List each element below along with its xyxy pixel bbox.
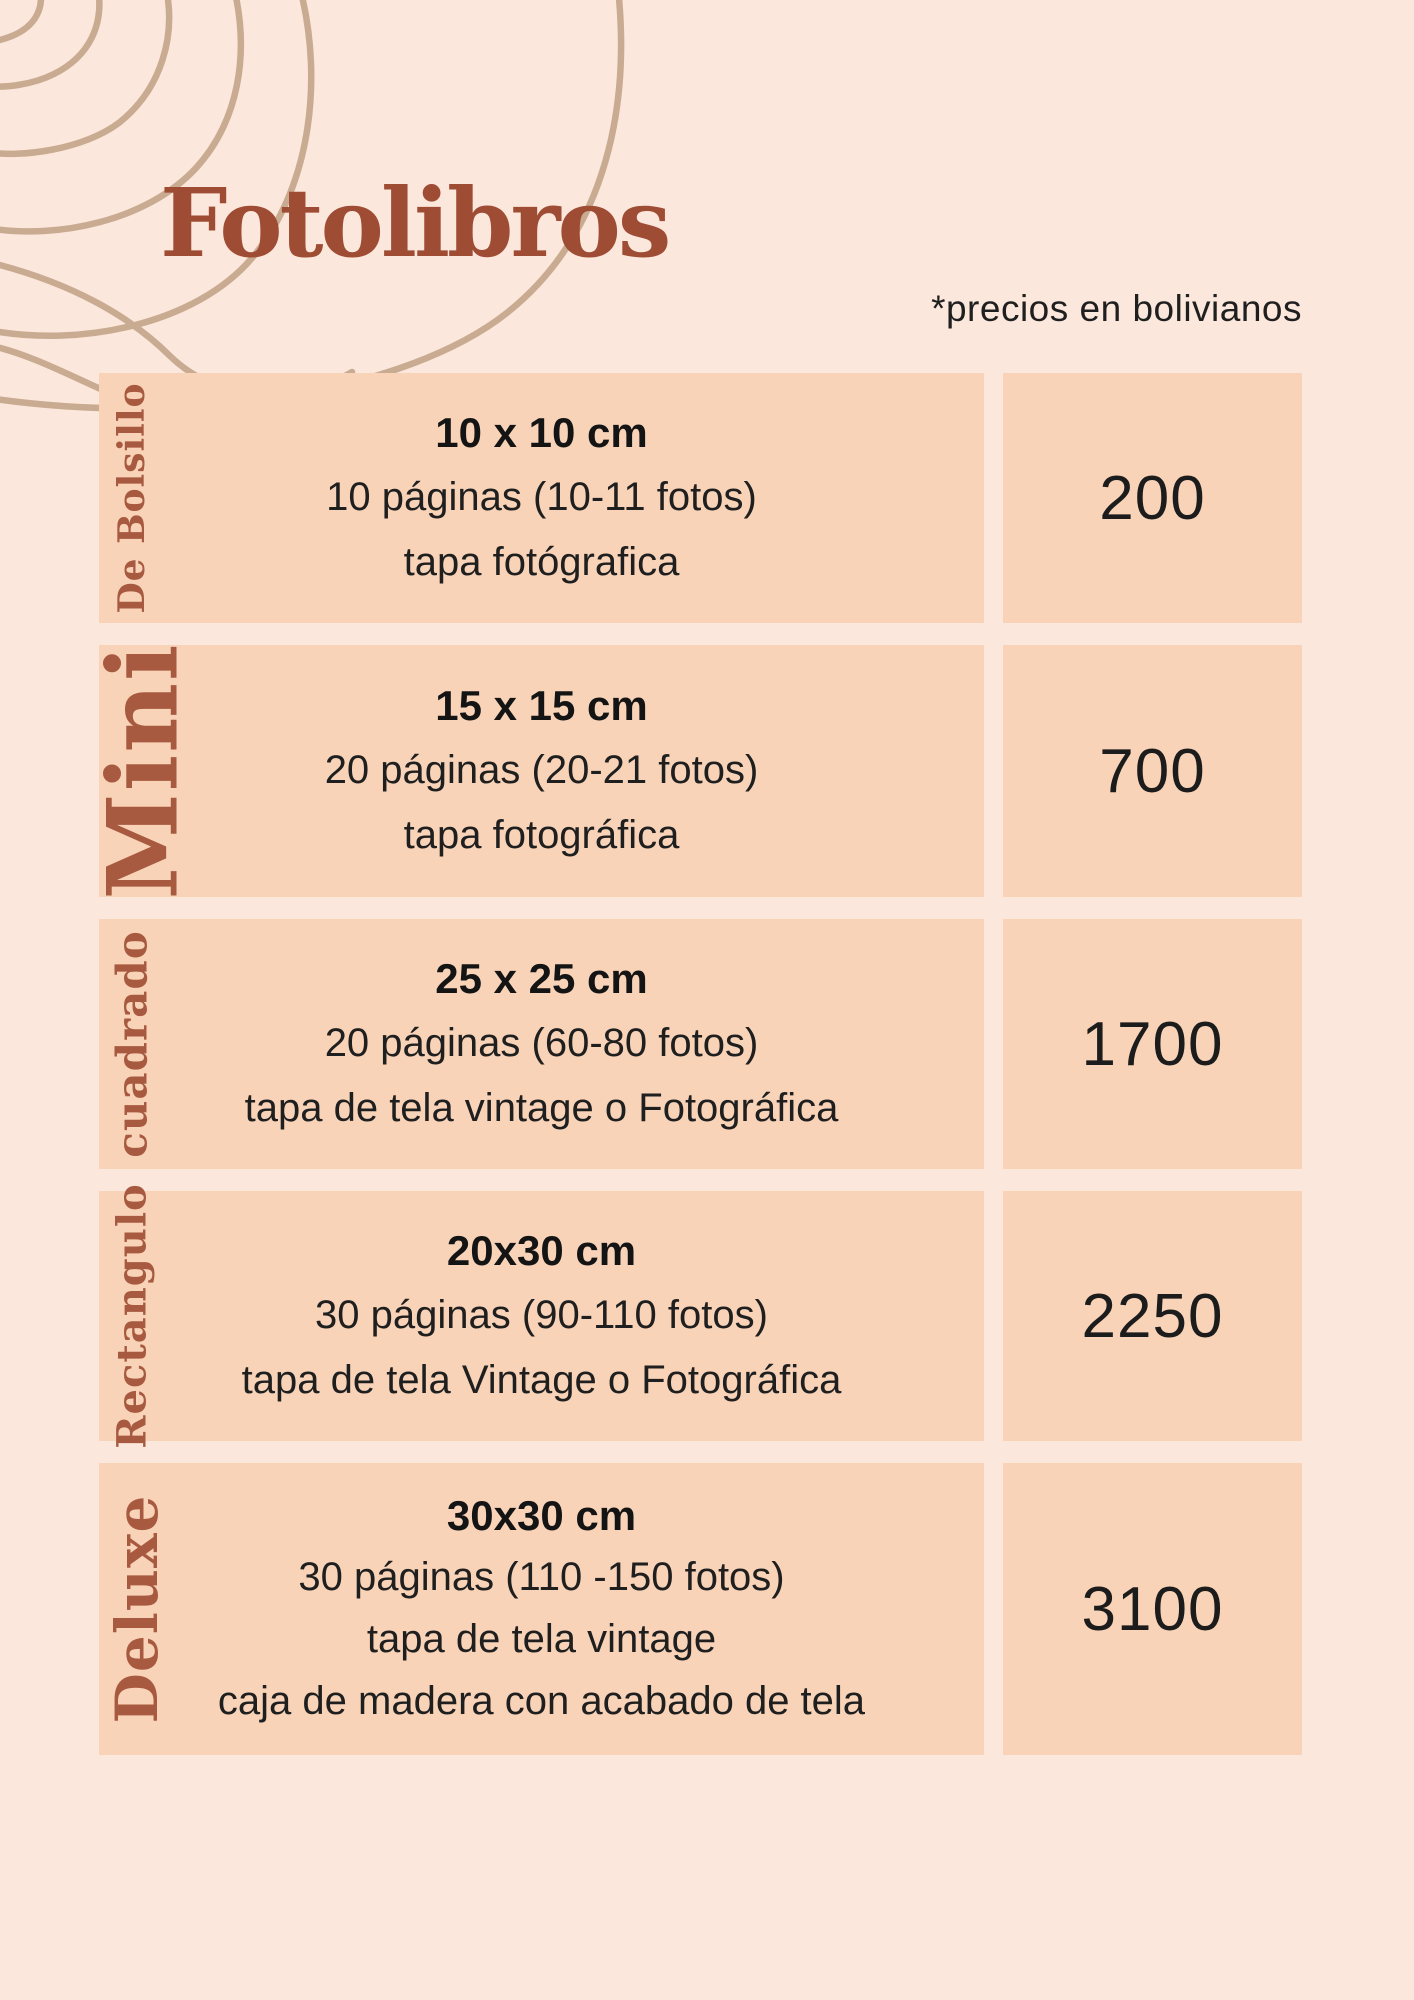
price-box: 1700 — [1003, 919, 1302, 1169]
table-row-deluxe: Deluxe 30x30 cm 30 páginas (110 -150 fot… — [99, 1463, 1302, 1755]
page-title: Fotolibros — [160, 168, 671, 279]
price-value: 200 — [1099, 463, 1206, 533]
product-detail-line: tapa de tela vintage o Fotográfica — [244, 1086, 839, 1130]
product-size: 25 x 25 cm — [435, 955, 648, 1002]
product-detail-line: tapa de tela vintage — [366, 1617, 717, 1661]
product-size: 10 x 10 cm — [435, 409, 648, 456]
product-box: De Bolsillo 10 x 10 cm 10 páginas (10-11… — [99, 373, 984, 623]
product-details: 10 x 10 cm 10 páginas (10-11 fotos) tapa… — [99, 401, 984, 595]
price-box: 700 — [1003, 645, 1302, 897]
product-details: 30x30 cm 30 páginas (110 -150 fotos) tap… — [99, 1486, 984, 1732]
category-label: cuadrado — [107, 930, 157, 1158]
product-size: 15 x 15 cm — [435, 682, 648, 729]
table-row-mini: Mini 15 x 15 cm 20 páginas (20-21 fotos)… — [87, 643, 1302, 900]
product-details: 20x30 cm 30 páginas (90-110 fotos) tapa … — [99, 1219, 984, 1413]
table-row-rectangulo: Rectangulo 20x30 cm 30 páginas (90-110 f… — [99, 1183, 1302, 1449]
table-row-cuadrado: cuadrado 25 x 25 cm 20 páginas (60-80 fo… — [99, 919, 1302, 1169]
product-details: 15 x 15 cm 20 páginas (20-21 fotos) tapa… — [99, 674, 984, 868]
table-row-de-bolsillo: De Bolsillo 10 x 10 cm 10 páginas (10-11… — [99, 373, 1302, 623]
price-box: 200 — [1003, 373, 1302, 623]
product-box: Mini 15 x 15 cm 20 páginas (20-21 fotos)… — [87, 643, 984, 900]
category-label: Deluxe — [103, 1494, 171, 1724]
product-detail-line: 20 páginas (20-21 fotos) — [324, 748, 759, 792]
product-box: cuadrado 25 x 25 cm 20 páginas (60-80 fo… — [99, 919, 984, 1169]
product-detail-line: tapa fotográfica — [403, 813, 680, 857]
product-detail-line: 20 páginas (60-80 fotos) — [324, 1021, 759, 1065]
product-details: 25 x 25 cm 20 páginas (60-80 fotos) tapa… — [99, 947, 984, 1141]
product-box: Deluxe 30x30 cm 30 páginas (110 -150 fot… — [99, 1463, 984, 1755]
price-box: 3100 — [1003, 1463, 1302, 1755]
price-table: De Bolsillo 10 x 10 cm 10 páginas (10-11… — [87, 373, 1302, 1755]
category-label: Mini — [86, 642, 200, 900]
category-label: Rectangulo — [108, 1183, 156, 1449]
price-value: 3100 — [1081, 1574, 1224, 1644]
price-box: 2250 — [1003, 1191, 1302, 1441]
currency-note: *precios en bolivianos — [931, 288, 1302, 329]
price-value: 700 — [1099, 736, 1206, 806]
product-size: 20x30 cm — [446, 1227, 637, 1274]
product-size: 30x30 cm — [446, 1492, 637, 1539]
product-detail-line: 30 páginas (110 -150 fotos) — [298, 1555, 785, 1599]
product-detail-line: tapa de tela Vintage o Fotográfica — [241, 1358, 842, 1402]
price-value: 2250 — [1081, 1281, 1224, 1351]
price-value: 1700 — [1081, 1009, 1224, 1079]
product-detail-line: caja de madera con acabado de tela — [217, 1679, 866, 1723]
product-box: Rectangulo 20x30 cm 30 páginas (90-110 f… — [99, 1183, 984, 1449]
product-detail-line: 10 páginas (10-11 fotos) — [326, 475, 757, 519]
category-label: De Bolsillo — [111, 382, 153, 614]
product-detail-line: 30 páginas (90-110 fotos) — [315, 1293, 768, 1337]
product-detail-line: tapa fotógrafica — [403, 540, 680, 584]
